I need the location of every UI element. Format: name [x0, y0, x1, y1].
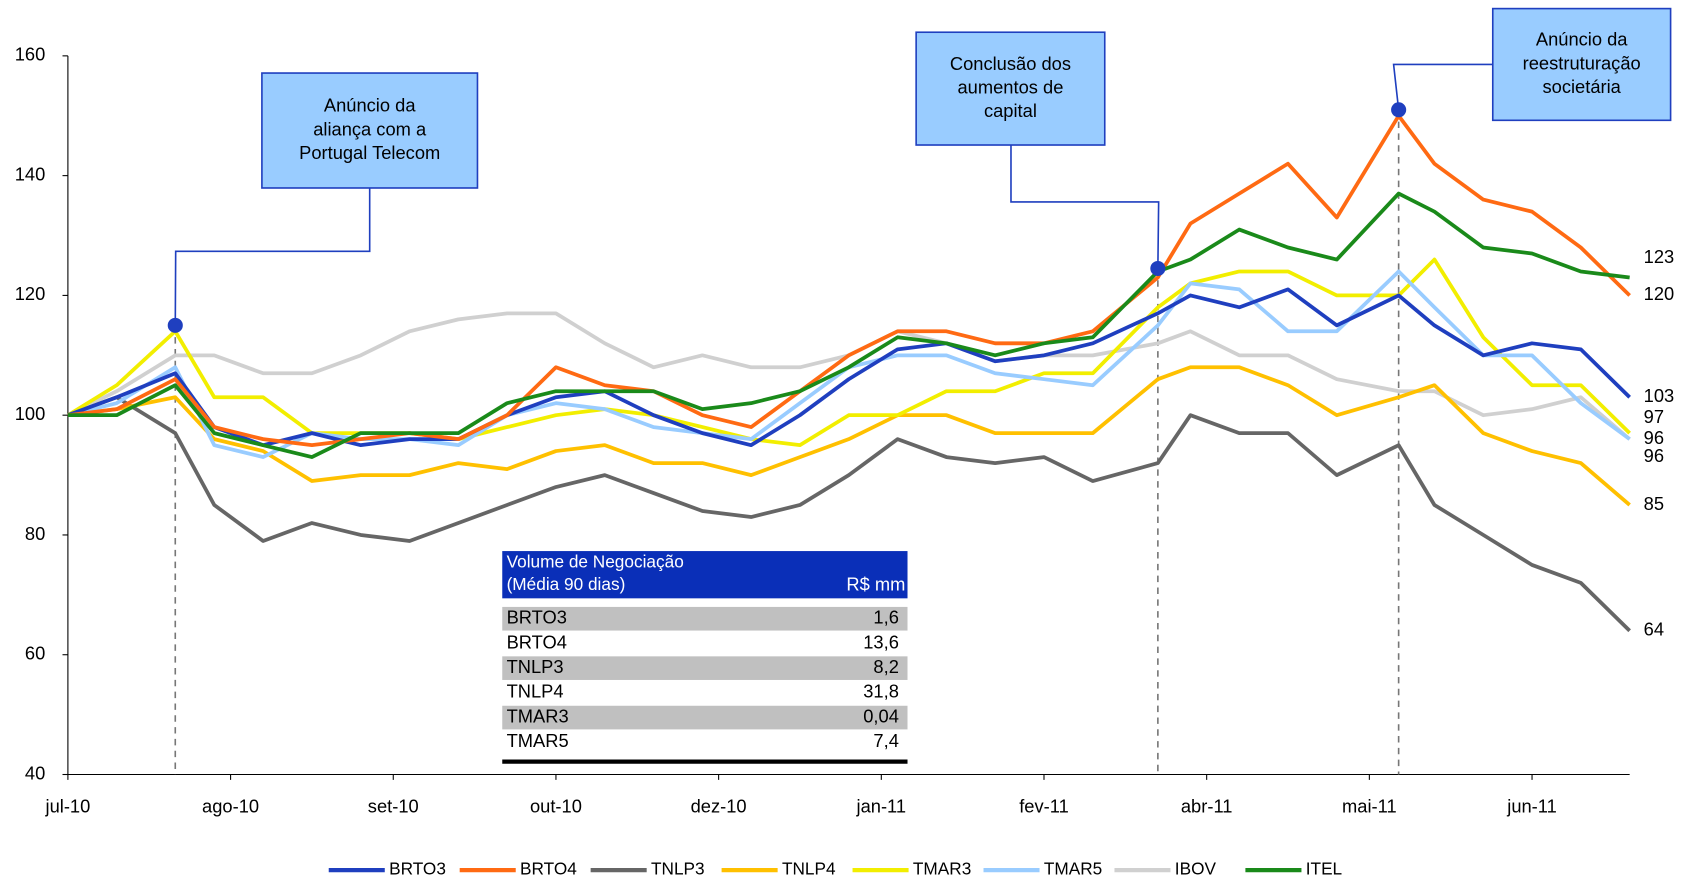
- event-point: [1391, 102, 1407, 118]
- legend-label: BRTO4: [520, 859, 577, 879]
- x-tick-label: out-10: [530, 796, 582, 817]
- end-label: 85: [1644, 493, 1664, 514]
- table-cell: 0,04: [863, 705, 899, 726]
- table-cell: BRTO3: [507, 607, 567, 628]
- table-cell: TMAR5: [507, 730, 569, 751]
- end-label: 96: [1644, 427, 1664, 448]
- table-cell: 1,6: [873, 607, 898, 628]
- series-line: [67, 395, 1631, 633]
- table-title: Volume de Negociação: [507, 551, 684, 571]
- annotation-text: Anúncio da: [1536, 29, 1628, 50]
- table-header: [502, 551, 908, 599]
- y-tick-label: 120: [15, 283, 46, 304]
- x-tick-label: ago-10: [202, 796, 259, 817]
- series-line: [67, 269, 1631, 459]
- table-cell: 7,4: [873, 730, 898, 751]
- y-tick-label: 40: [25, 762, 45, 783]
- series-line: [66, 257, 1631, 448]
- annotation-connector: [174, 187, 371, 326]
- annotation-text: Conclusão dos: [950, 53, 1071, 74]
- annotation-box: [915, 31, 1106, 146]
- end-label: 120: [1644, 283, 1675, 304]
- annotation-text: capital: [984, 100, 1037, 121]
- x-tick-label: jan-11: [856, 796, 907, 817]
- series-line: [67, 191, 1630, 459]
- y-tick-label: 60: [25, 643, 45, 664]
- event-point: [167, 317, 183, 333]
- event-point: [1150, 260, 1166, 276]
- series-line: [67, 311, 1631, 441]
- table-title: (Média 90 dias): [507, 574, 626, 594]
- legend-label: BRTO3: [389, 859, 446, 879]
- table-cell: TMAR3: [507, 705, 569, 726]
- legend-label: TMAR5: [1044, 859, 1102, 879]
- y-tick-label: 160: [15, 44, 46, 65]
- end-label: 96: [1644, 445, 1664, 466]
- table-unit: R$ mm: [846, 573, 905, 594]
- annotation-text: Anúncio da: [324, 95, 416, 116]
- x-tick-label: dez-10: [691, 796, 747, 817]
- annotation-box: [261, 72, 479, 189]
- x-tick-label: fev-11: [1019, 796, 1069, 817]
- table-cell: BRTO4: [507, 631, 567, 652]
- annotation-connector: [1392, 63, 1493, 110]
- legend-label: TNLP4: [782, 859, 836, 879]
- annotation-connector: [1010, 145, 1160, 269]
- table-cell: 13,6: [863, 631, 899, 652]
- table-cell: 8,2: [873, 656, 898, 677]
- legend-label: IBOV: [1175, 859, 1217, 879]
- y-tick-label: 100: [15, 403, 46, 424]
- x-tick-label: jun-11: [1506, 796, 1557, 817]
- legend-label: TNLP3: [651, 859, 705, 879]
- series-line: [67, 365, 1631, 507]
- end-label: 103: [1644, 385, 1675, 406]
- annotation-box: [1491, 7, 1672, 122]
- table-row-bg: [502, 705, 908, 730]
- x-tick-label: jul-10: [45, 796, 91, 817]
- table-row-bg: [502, 606, 908, 631]
- legend-label: ITEL: [1306, 859, 1342, 879]
- annotation-text: reestruturação: [1523, 52, 1641, 73]
- end-label: 123: [1644, 246, 1675, 267]
- x-tick-label: set-10: [368, 796, 419, 817]
- y-tick-label: 80: [25, 523, 45, 544]
- table-cell: TNLP3: [507, 656, 564, 677]
- annotation-text: Portugal Telecom: [299, 142, 440, 163]
- x-tick-label: abr-11: [1181, 796, 1233, 817]
- table-cell: TNLP4: [507, 681, 564, 702]
- table-cell: 31,8: [863, 681, 899, 702]
- table-row-bg: [502, 656, 908, 680]
- series-line: [67, 287, 1631, 448]
- annotation-text: aumentos de: [958, 76, 1064, 97]
- annotation-text: aliança com a: [313, 118, 427, 139]
- legend-label: TMAR3: [913, 859, 971, 879]
- end-label: 64: [1644, 619, 1664, 640]
- x-tick-label: mai-11: [1342, 796, 1397, 817]
- series-line: [67, 113, 1631, 448]
- annotation-text: societária: [1542, 76, 1621, 97]
- end-label: 97: [1644, 406, 1664, 427]
- y-tick-label: 140: [15, 163, 46, 184]
